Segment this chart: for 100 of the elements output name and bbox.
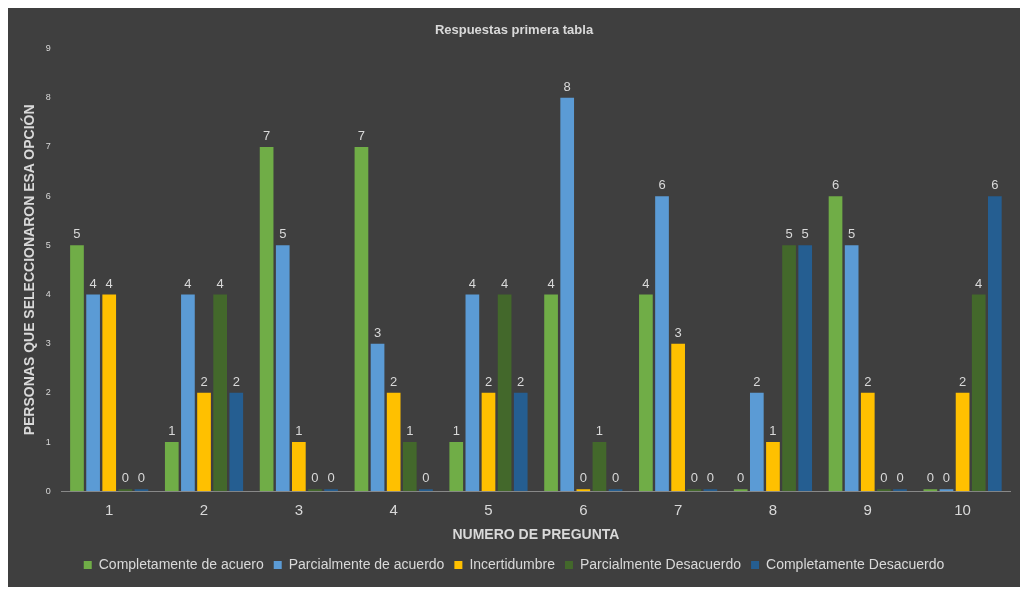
bar [860, 392, 875, 492]
bar [259, 146, 274, 492]
data-label: 1 [452, 423, 460, 439]
bar [971, 294, 986, 492]
bar [481, 392, 496, 492]
data-label: 5 [801, 226, 809, 242]
bar [86, 294, 100, 492]
x-tick-label: 9 [863, 501, 872, 519]
bar [733, 489, 748, 492]
data-label: 4 [184, 275, 192, 291]
data-label: 2 [200, 373, 208, 389]
data-label: 1 [769, 423, 777, 439]
data-label: 0 [311, 470, 319, 486]
bar [292, 442, 306, 492]
y-tick-label: 0 [45, 485, 51, 496]
bar [465, 294, 480, 492]
y-tick-label: 9 [45, 43, 51, 54]
data-label: 0 [121, 470, 129, 486]
data-label: 1 [595, 423, 604, 439]
bar [497, 294, 512, 492]
bar [449, 442, 464, 492]
legend-label: Parcialmente Desacuerdo [579, 555, 742, 572]
bar [939, 489, 954, 492]
legend-label: Completamente de acuero [98, 555, 264, 572]
y-tick-label: 2 [45, 387, 51, 398]
data-label: 5 [279, 226, 287, 242]
bar [766, 442, 780, 492]
bar [370, 343, 385, 492]
bar [197, 392, 211, 492]
data-label: 0 [926, 470, 934, 486]
legend-label: Completamente Desacuerdo [766, 555, 945, 572]
data-label: 0 [611, 470, 620, 486]
data-label: 4 [105, 275, 113, 291]
data-label: 0 [737, 470, 745, 486]
data-label: 4 [216, 275, 224, 291]
bar [987, 196, 1002, 492]
data-label: 7 [263, 128, 271, 144]
x-tick-label: 8 [768, 501, 778, 519]
data-label: 0 [327, 470, 335, 486]
chart-title: Respuestas primera tabla [434, 22, 594, 38]
bar [655, 196, 669, 492]
bar [844, 245, 859, 492]
legend-label: Incertidumbre [469, 555, 556, 572]
bar [576, 489, 591, 492]
data-label: 8 [563, 78, 571, 94]
x-axis-title: NUMERO DE PREGUNTA [452, 526, 620, 543]
data-label: 2 [517, 373, 525, 389]
y-axis-title: PERSONAS QUE SELECCIONARON ESA OPCIÓN [20, 104, 38, 436]
y-tick-label: 4 [45, 288, 51, 299]
data-label: 2 [864, 373, 872, 389]
y-tick-label: 8 [45, 92, 51, 103]
x-tick-label: 7 [673, 501, 683, 519]
bar [181, 294, 195, 492]
data-label: 6 [658, 177, 666, 193]
y-tick-label: 5 [45, 239, 51, 250]
data-label: 0 [706, 470, 714, 486]
data-label: 3 [674, 324, 682, 340]
data-label: 0 [942, 470, 951, 486]
bar [798, 245, 813, 492]
x-tick-label: 10 [954, 501, 971, 519]
bar [749, 392, 764, 492]
x-tick-label: 1 [105, 501, 114, 519]
data-label: 2 [232, 373, 240, 389]
data-label: 5 [73, 226, 81, 242]
data-label: 1 [295, 423, 303, 439]
data-label: 4 [642, 275, 650, 291]
x-tick-label: 2 [199, 501, 209, 519]
legend-label: Parcialmente de acuerdo [288, 555, 445, 572]
data-label: 4 [975, 275, 983, 291]
data-label: 1 [406, 423, 414, 439]
data-label: 2 [753, 373, 761, 389]
data-label: 4 [89, 275, 97, 291]
bar [955, 392, 970, 492]
data-label: 2 [484, 373, 493, 389]
bar [923, 489, 938, 492]
data-label: 0 [137, 470, 146, 486]
bar [560, 97, 575, 492]
y-tick-label: 3 [45, 338, 51, 349]
x-tick-label: 5 [484, 501, 493, 519]
data-label: 3 [373, 324, 382, 340]
bar [592, 442, 607, 492]
bar [354, 146, 369, 492]
bar [639, 294, 653, 492]
x-tick-label: 4 [389, 501, 398, 519]
data-label: 4 [468, 275, 476, 291]
bar [828, 196, 843, 492]
bar [671, 343, 685, 492]
data-label: 2 [390, 373, 398, 389]
y-tick-label: 1 [45, 436, 51, 447]
data-label: 2 [958, 373, 967, 389]
y-tick-label: 6 [45, 190, 51, 201]
data-label: 6 [991, 177, 999, 193]
bar [229, 392, 244, 492]
x-tick-label: 6 [579, 501, 588, 519]
data-label: 6 [831, 177, 840, 193]
data-label: 0 [422, 470, 430, 486]
bar [213, 294, 228, 492]
data-label: 0 [690, 470, 698, 486]
bar [70, 245, 84, 492]
bar [402, 442, 417, 492]
